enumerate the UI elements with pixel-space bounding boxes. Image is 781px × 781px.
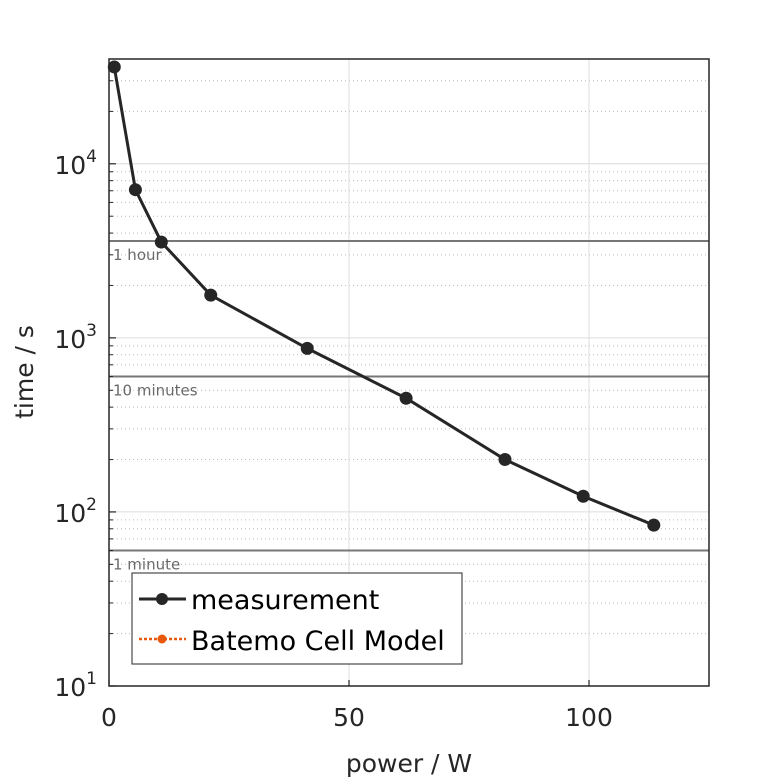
x-axis-label: power / W <box>346 749 472 778</box>
legend-marker-batemo <box>157 634 167 644</box>
reference-line-label: 1 hour <box>113 246 163 264</box>
legend-marker-measurement <box>156 593 168 605</box>
plot-frame <box>108 58 710 687</box>
x-tick-label: 50 <box>333 703 365 732</box>
x-tick-label: 100 <box>565 703 613 732</box>
reference-lines: 1 hour 10 minutes 1 minute <box>109 240 709 574</box>
legend: measurement Batemo Cell Model <box>131 572 463 665</box>
ticks: 101 102 103 104 0 50 100 <box>54 58 613 732</box>
reference-line-label: 1 minute <box>113 556 180 574</box>
series <box>107 60 661 532</box>
data-point <box>204 288 218 302</box>
data-point <box>107 60 121 74</box>
legend-label-batemo: Batemo Cell Model <box>191 626 445 657</box>
data-point <box>300 341 314 355</box>
data-point <box>128 183 142 197</box>
data-point <box>498 453 512 467</box>
y-axis-label: time / s <box>10 325 39 419</box>
data-point <box>154 235 168 249</box>
reference-line-label: 10 minutes <box>113 381 198 399</box>
legend-label-measurement: measurement <box>191 585 379 616</box>
y-tick-label: 102 <box>54 495 97 528</box>
data-point <box>399 391 413 405</box>
data-point <box>576 489 590 503</box>
legend-box <box>131 572 463 665</box>
x-tick-label: 0 <box>101 703 117 732</box>
y-tick-label: 104 <box>54 147 97 180</box>
data-point <box>647 518 661 532</box>
y-tick-label: 101 <box>54 669 97 702</box>
series-line <box>112 66 655 527</box>
y-tick-label: 103 <box>54 321 97 354</box>
